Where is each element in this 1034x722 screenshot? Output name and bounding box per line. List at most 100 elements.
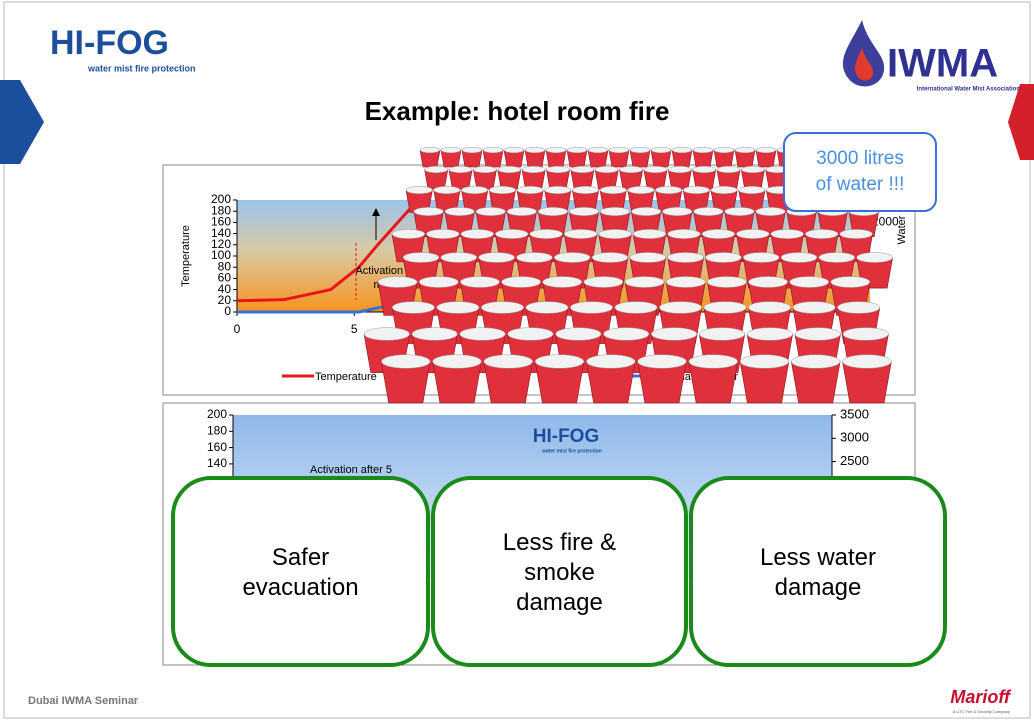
bucket-rim	[666, 277, 705, 288]
bucket-rim	[564, 229, 597, 238]
bucket-rim	[392, 302, 434, 314]
text-line: damage	[775, 574, 862, 601]
bucket-rim	[461, 229, 494, 238]
bucket-rim	[535, 355, 584, 369]
benefit-boxes: SaferevacuationLess fire &smokedamageLes…	[173, 478, 945, 665]
bucket-rim	[378, 277, 417, 288]
bucket-rim	[693, 166, 716, 172]
bucket-rim	[668, 252, 704, 262]
x-tick-label: 0	[234, 322, 241, 336]
bucket-rim	[501, 277, 540, 288]
bucket-rim	[392, 229, 425, 238]
bucket-rim	[489, 186, 515, 193]
text-line: smoke	[524, 559, 595, 586]
bucket-rim	[603, 328, 649, 341]
bucket-rim	[694, 207, 724, 215]
logo-name: HI-FOG	[50, 24, 169, 62]
bucket-rim	[381, 355, 430, 369]
bucket-rim	[525, 147, 545, 153]
bucket-rim	[736, 229, 769, 238]
bucket-rim	[572, 186, 598, 193]
bucket-rim	[840, 229, 873, 238]
bucket-rim	[483, 147, 503, 153]
bucket-rim	[631, 207, 661, 215]
bucket-rim	[412, 328, 458, 341]
bucket-rim	[445, 207, 475, 215]
y2-tick-label: 3500	[840, 406, 869, 421]
bucket-rim	[530, 229, 563, 238]
iwma-tagline: International Water Mist Association	[917, 87, 1021, 93]
logo-tagline: water mist fire protection	[541, 448, 602, 454]
bucket-rim	[609, 147, 629, 153]
bucket-rim	[805, 229, 838, 238]
bucket-rim	[756, 147, 776, 153]
bucket-rim	[725, 207, 755, 215]
text-line: Less water	[760, 544, 876, 571]
bucket-rim	[843, 328, 889, 341]
bucket-rim	[584, 277, 623, 288]
bucket-rim	[434, 186, 460, 193]
y-tick-label: 160	[207, 440, 227, 454]
bucket-rim	[615, 302, 657, 314]
bucket-rim	[689, 355, 738, 369]
bucket-rim	[693, 147, 713, 153]
bucket-rim	[714, 147, 734, 153]
bucket-rim	[592, 252, 628, 262]
bucket-rim	[651, 147, 671, 153]
bucket-rim	[756, 207, 786, 215]
bucket-rim	[668, 229, 701, 238]
bucket-rim	[672, 147, 692, 153]
bucket-rim	[748, 302, 790, 314]
bucket-rim	[659, 302, 701, 314]
slide-title: Example: hotel room fire	[365, 96, 670, 126]
bucket-rim	[571, 166, 594, 172]
bucket-rim	[364, 328, 410, 341]
bucket-rim	[831, 277, 870, 288]
bucket-rim	[460, 277, 499, 288]
bucket-rim	[481, 302, 523, 314]
bucket-rim	[476, 207, 506, 215]
bucket-rim	[546, 166, 569, 172]
bucket-rim	[707, 277, 746, 288]
bucket-rim	[655, 186, 681, 193]
bucket-rim	[538, 207, 568, 215]
bucket-rim	[668, 166, 691, 172]
bucket-rim	[619, 166, 642, 172]
bucket-rim	[495, 229, 528, 238]
bucket-rim	[461, 186, 487, 193]
bucket-rim	[633, 229, 666, 238]
bucket-rim	[462, 147, 482, 153]
bucket-rim	[793, 302, 835, 314]
bucket-rim	[546, 147, 566, 153]
text-line: Less fire &	[503, 529, 616, 556]
bucket-rim	[554, 252, 590, 262]
bucket-rim	[449, 166, 472, 172]
bucket-rim	[630, 147, 650, 153]
bucket-rim	[702, 229, 735, 238]
bucket-rim	[522, 166, 545, 172]
bucket-rim	[433, 355, 482, 369]
x-tick-label: 5	[351, 322, 358, 336]
bucket-rim	[735, 147, 755, 153]
bucket-rim	[526, 302, 568, 314]
bucket-rim	[426, 229, 459, 238]
bucket-rim	[837, 302, 879, 314]
y2-tick-label: 2500	[840, 453, 869, 468]
bucket-rim	[588, 147, 608, 153]
text-line: Safer	[272, 544, 329, 571]
bucket-rim	[498, 166, 521, 172]
footer-brand: Marioff	[950, 687, 1012, 707]
bucket-rim	[569, 207, 599, 215]
bucket-rim	[843, 355, 892, 369]
bucket-rim	[441, 147, 461, 153]
benefit-box	[173, 478, 428, 665]
bucket-rim	[479, 252, 515, 262]
iwma-name: IWMA	[887, 42, 998, 86]
bucket-rim	[425, 166, 448, 172]
bucket-rim	[545, 186, 571, 193]
bucket-rim	[790, 277, 829, 288]
bucket-rim	[625, 277, 664, 288]
bucket-rim	[600, 207, 630, 215]
bucket-rim	[406, 186, 432, 193]
y-tick-label: 180	[207, 423, 227, 437]
